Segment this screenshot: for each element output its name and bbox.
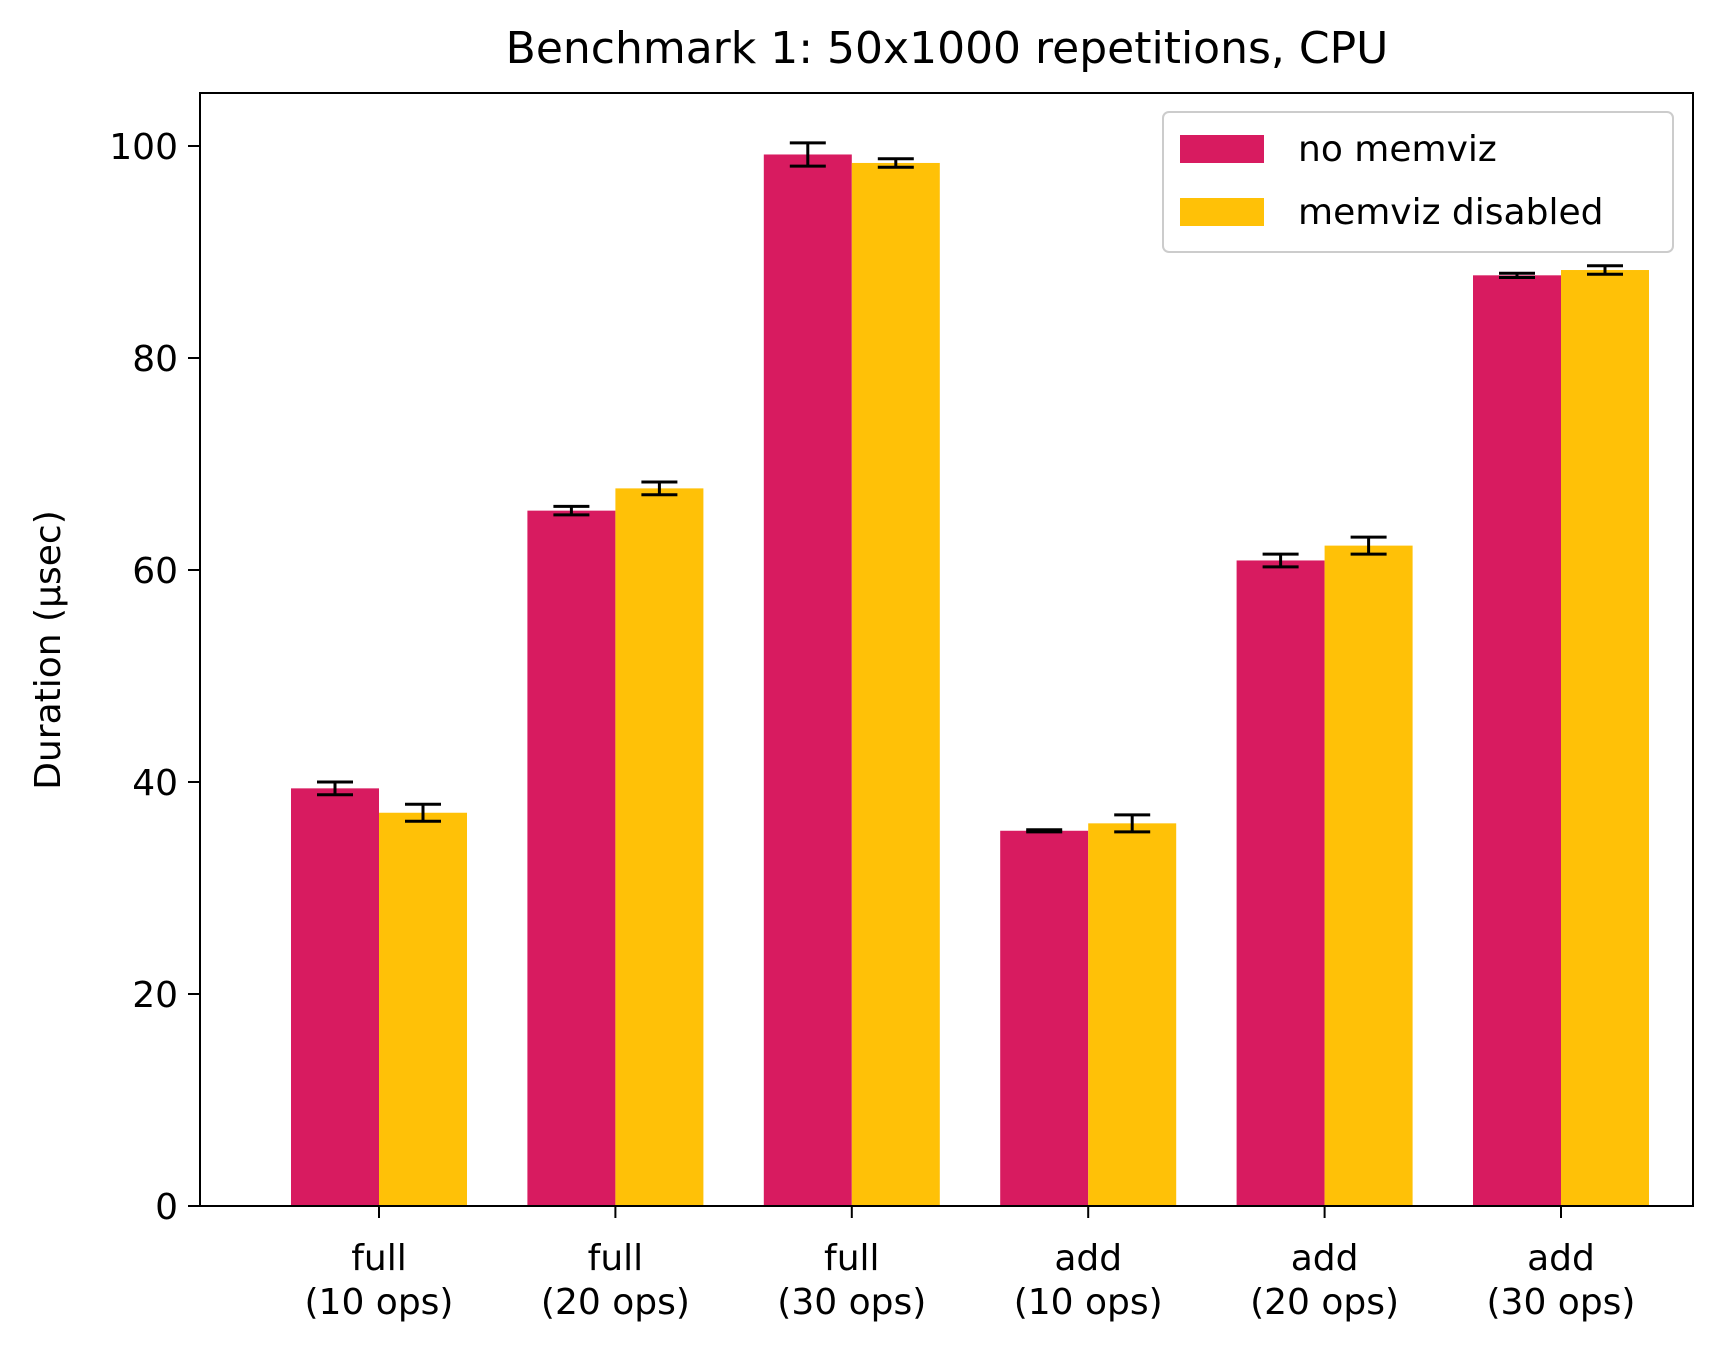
x-tick-label: (20 ops) bbox=[1250, 1282, 1399, 1323]
error-bar bbox=[1026, 828, 1063, 834]
x-tick-label: (30 ops) bbox=[1487, 1282, 1636, 1323]
x-tick-label: (10 ops) bbox=[1014, 1282, 1163, 1323]
error-bar bbox=[1262, 552, 1299, 569]
x-tick-label: (30 ops) bbox=[777, 1282, 926, 1323]
error-bar bbox=[789, 141, 826, 168]
bar-memviz-disabled bbox=[379, 812, 467, 1206]
error-bar bbox=[405, 802, 441, 823]
legend-box bbox=[1162, 111, 1674, 253]
y-tick-label: 0 bbox=[155, 1187, 178, 1228]
error-bar bbox=[877, 157, 914, 169]
plot-frame bbox=[199, 92, 1694, 1207]
x-tick-label: (20 ops) bbox=[541, 1282, 690, 1323]
x-tick-label: full bbox=[824, 1238, 880, 1279]
error-bar bbox=[1587, 264, 1623, 276]
legend-swatch bbox=[1180, 135, 1264, 163]
x-tick-label: add bbox=[1054, 1238, 1122, 1279]
y-tick-label: 100 bbox=[109, 127, 178, 168]
error-bar bbox=[317, 780, 353, 797]
bar-memviz-disabled bbox=[1324, 545, 1413, 1206]
x-tick-label: add bbox=[1291, 1238, 1359, 1279]
error-bar bbox=[1350, 535, 1387, 556]
error-bar bbox=[1499, 271, 1535, 279]
bar-memviz-disabled bbox=[1088, 823, 1177, 1206]
legend-label: memviz disabled bbox=[1298, 192, 1603, 233]
error-bar bbox=[641, 480, 678, 497]
bar-memviz-disabled bbox=[851, 162, 940, 1207]
bar-no-memviz bbox=[763, 154, 852, 1207]
bar-no-memviz bbox=[1000, 830, 1089, 1206]
bar-memviz-disabled bbox=[615, 488, 704, 1206]
bar-no-memviz bbox=[1473, 275, 1561, 1206]
legend: no memviz memviz disabled bbox=[1162, 111, 1674, 253]
x-tick-label: full bbox=[351, 1238, 407, 1279]
x-tick-label: add bbox=[1527, 1238, 1595, 1279]
y-tick-label: 40 bbox=[132, 763, 178, 804]
bar-no-memviz bbox=[291, 788, 379, 1206]
bar-memviz-disabled bbox=[1561, 270, 1649, 1206]
x-tick-label: (10 ops) bbox=[305, 1282, 454, 1323]
y-tick-label: 80 bbox=[132, 339, 178, 380]
bar-no-memviz bbox=[1236, 560, 1325, 1206]
legend-swatch bbox=[1180, 198, 1264, 226]
error-bar bbox=[553, 504, 590, 517]
error-bar bbox=[1114, 813, 1151, 834]
y-tick-label: 60 bbox=[132, 551, 178, 592]
y-tick-label: 20 bbox=[132, 975, 178, 1016]
legend-label: no memviz bbox=[1298, 129, 1497, 170]
x-tick-label: full bbox=[588, 1238, 644, 1279]
bar-no-memviz bbox=[527, 510, 616, 1206]
y-axis-label: Duration (µsec) bbox=[28, 510, 69, 790]
chart-title: Benchmark 1: 50x1000 repetitions, CPU bbox=[506, 23, 1389, 74]
